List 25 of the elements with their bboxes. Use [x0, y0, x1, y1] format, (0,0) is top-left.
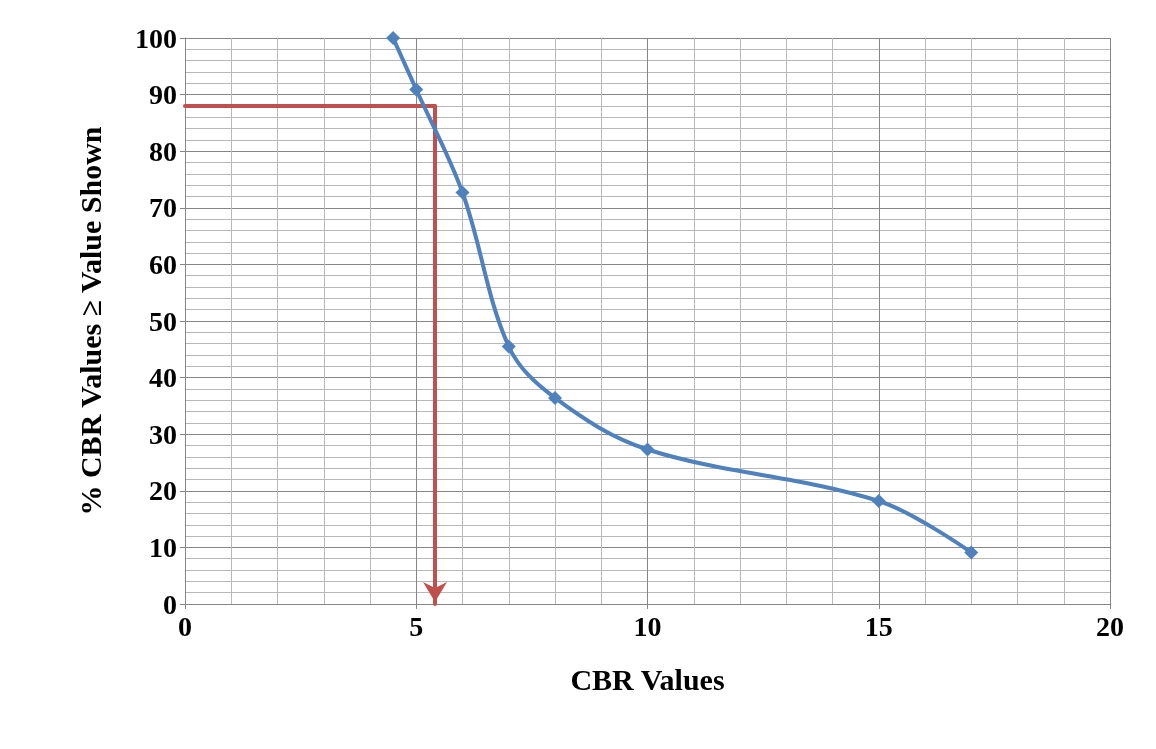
point — [409, 82, 424, 97]
y-tick-label: 40 — [149, 362, 177, 394]
x-tick-label: 5 — [409, 610, 424, 642]
y-tick-label: 100 — [135, 22, 177, 54]
point — [964, 545, 979, 560]
x-tick-label: 10 — [633, 610, 662, 642]
point — [386, 31, 401, 45]
point — [871, 493, 886, 508]
point — [501, 339, 516, 354]
y-tick-label: 10 — [149, 531, 177, 563]
y-tick-label: 20 — [149, 475, 177, 507]
point — [640, 442, 655, 457]
y-tick-label: 60 — [149, 248, 177, 280]
y-tick-label: 50 — [149, 305, 177, 337]
y-axis-title: % CBR Values ≥ Value Shown — [73, 126, 107, 516]
y-tick-label: 30 — [149, 418, 177, 450]
y-tick-label: 0 — [163, 588, 177, 620]
x-tick-label: 15 — [864, 610, 893, 642]
x-tick-label: 20 — [1096, 610, 1124, 642]
y-tick-label: 80 — [149, 135, 177, 167]
point — [548, 390, 562, 405]
point — [455, 185, 470, 200]
y-tick-label: 90 — [149, 79, 177, 111]
y-tick-label: 70 — [149, 192, 177, 224]
x-axis-title: CBR Values — [570, 662, 725, 696]
